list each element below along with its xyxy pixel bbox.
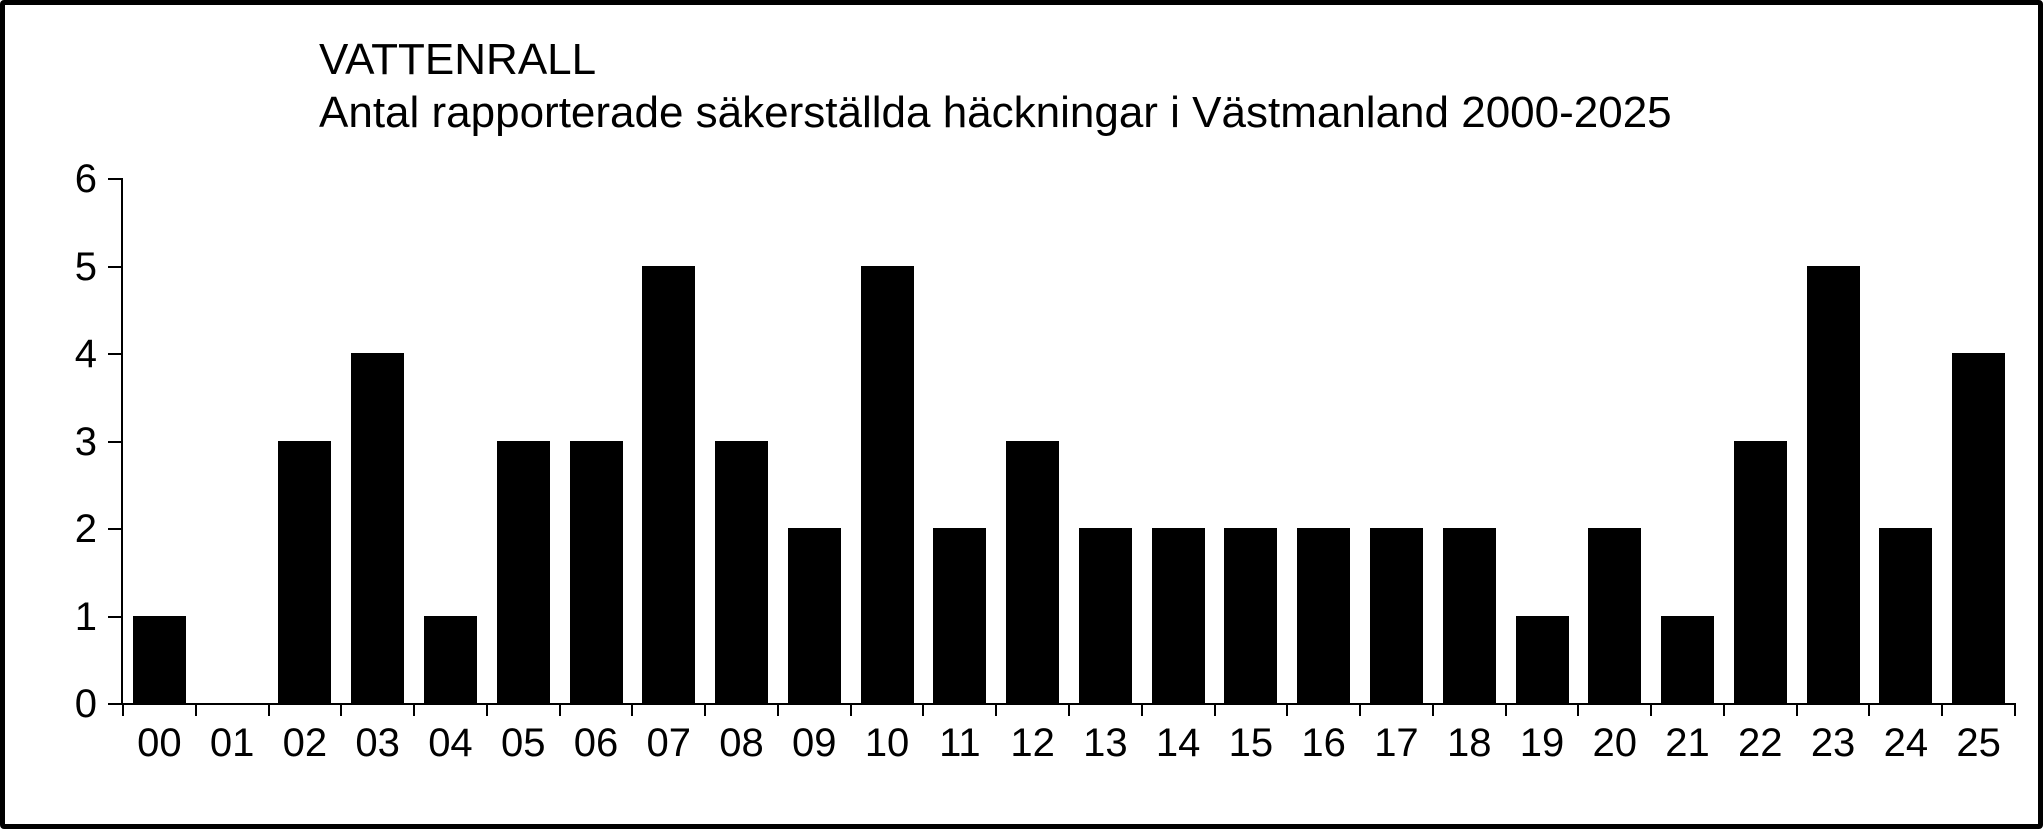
x-axis-tick [122, 703, 124, 716]
x-axis-tick-label: 20 [1592, 721, 1638, 765]
x-axis-tick [1286, 703, 1289, 716]
x-axis-tick [1068, 703, 1070, 716]
y-axis-tick [108, 440, 121, 443]
bar [1442, 528, 1496, 703]
x-axis-tick-label: 24 [1883, 721, 1929, 765]
bar [715, 440, 769, 703]
bar [1952, 353, 2006, 703]
x-axis-tick-label: 07 [646, 721, 692, 765]
bar [351, 353, 405, 703]
x-axis-tick-label: 13 [1083, 721, 1128, 765]
x-axis-tick [995, 703, 998, 716]
y-axis-tick [108, 703, 121, 705]
x-axis-tick [1431, 703, 1434, 716]
x-axis-tick [1359, 703, 1362, 716]
x-axis-tick-label: 17 [1374, 721, 1419, 765]
x-axis-tick [1504, 703, 1507, 716]
y-axis-tick-label: 2 [74, 507, 97, 551]
y-axis-tick-label: 4 [74, 332, 97, 376]
y-axis-tick-label: 3 [74, 419, 97, 464]
x-axis-tick-label: 10 [864, 721, 910, 765]
bar [860, 265, 914, 703]
bar [1151, 528, 1205, 703]
x-axis-tick [340, 703, 343, 716]
x-axis-tick [922, 703, 925, 716]
bar [278, 440, 332, 703]
x-axis-tick-label: 25 [1956, 721, 2001, 765]
x-axis-tick [485, 703, 488, 716]
x-axis-tick-label: 09 [792, 721, 837, 765]
bar [423, 615, 477, 703]
x-axis-tick [1941, 703, 1944, 716]
bar [1297, 528, 1351, 703]
bar [496, 440, 550, 703]
x-axis-tick-label: 02 [282, 721, 328, 765]
y-axis-tick [108, 615, 121, 618]
y-axis-tick [108, 178, 121, 180]
y-axis-tick-label: 6 [74, 157, 97, 201]
bar [132, 615, 186, 703]
x-axis-tick-label: 14 [1155, 721, 1201, 765]
x-axis-tick-label: 19 [1519, 721, 1565, 765]
x-axis-tick-label: 01 [209, 721, 255, 765]
x-axis-tick-label: 00 [137, 721, 182, 765]
bar [1006, 440, 1060, 703]
x-axis-tick [1650, 703, 1653, 716]
x-axis-tick [1722, 703, 1725, 716]
x-axis-tick-label: 15 [1228, 721, 1274, 765]
bar [1224, 528, 1278, 703]
x-axis-tick-label: 16 [1301, 721, 1346, 765]
x-axis-tick-label: 11 [939, 721, 981, 765]
bar [1879, 528, 1933, 703]
bar [787, 528, 841, 703]
x-axis-tick [413, 703, 416, 716]
x-axis-tick [631, 703, 634, 716]
x-axis-tick-label: 23 [1810, 721, 1856, 765]
x-axis-tick-label: 18 [1446, 721, 1492, 765]
bar [1078, 528, 1132, 703]
y-axis-line [121, 178, 123, 705]
x-axis-tick-label: 12 [1010, 721, 1055, 765]
x-axis-tick [1213, 703, 1216, 716]
bar [1515, 615, 1569, 703]
chart-title: VATTENRALL [319, 35, 597, 84]
x-axis-tick-label: 03 [355, 721, 400, 765]
x-axis-tick [776, 703, 779, 716]
x-axis-tick [2014, 703, 2016, 716]
x-axis-tick [558, 703, 561, 716]
x-axis-tick [1577, 703, 1580, 716]
bar [642, 265, 696, 703]
y-axis-tick-label: 5 [74, 244, 97, 289]
bar [1806, 265, 1860, 703]
bar [933, 528, 987, 703]
bar [1733, 440, 1787, 703]
y-axis-tick [108, 353, 121, 355]
x-axis-tick-label: 08 [719, 721, 764, 765]
x-axis-tick [1140, 703, 1143, 716]
y-axis-tick-label: 0 [74, 682, 97, 726]
x-axis-tick-label: 22 [1738, 721, 1783, 765]
x-axis-tick-label: 06 [573, 721, 619, 765]
y-axis-tick [108, 265, 121, 268]
bar [1588, 528, 1642, 703]
y-axis-tick-label: 1 [74, 594, 97, 639]
chart-area: 0 1 2 3 4 5 6 00 01 02 03 04 05 06 07 08 09 10 11 12 13 14 15 1… [5, 5, 2038, 824]
x-axis-tick [1795, 703, 1798, 716]
x-axis-tick [1868, 703, 1871, 716]
bar [1369, 528, 1423, 703]
chart-subtitle: Antal rapporterade säkerställda häckning… [319, 88, 1672, 137]
bar [1661, 615, 1715, 703]
x-axis-tick [267, 703, 270, 716]
x-axis-tick-label: 21 [1665, 721, 1710, 765]
y-axis-tick [108, 528, 121, 530]
bar [569, 440, 623, 703]
x-axis-tick [194, 703, 197, 716]
chart-title-block: VATTENRALL Antal rapporterade säkerställ… [319, 33, 1672, 139]
x-axis-tick-label: 05 [500, 721, 546, 765]
x-axis-tick [704, 703, 707, 716]
x-axis-tick [849, 703, 852, 716]
x-axis-tick-label: 04 [428, 721, 473, 765]
